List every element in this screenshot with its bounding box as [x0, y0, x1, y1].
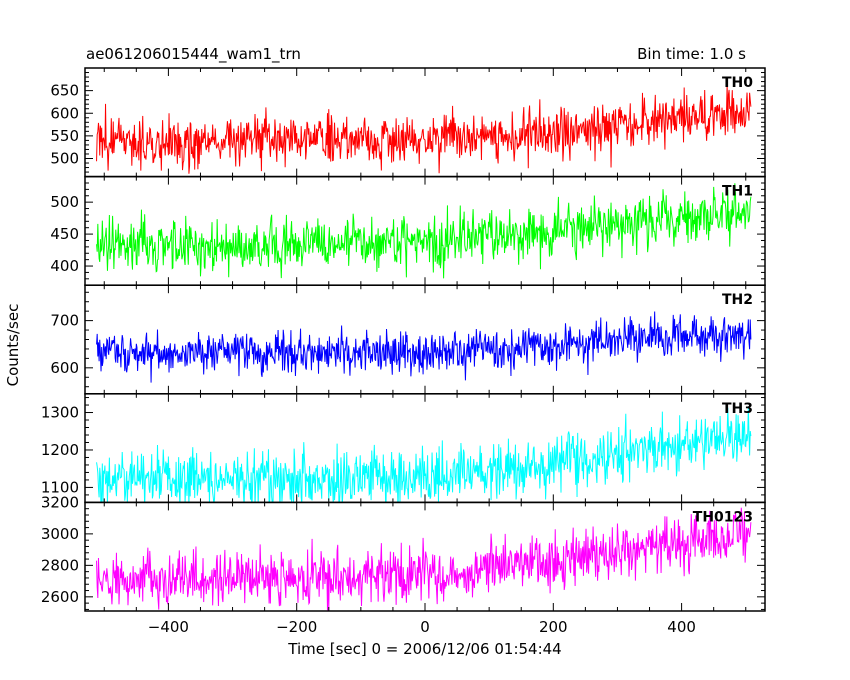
series-label: TH0123	[693, 509, 753, 525]
series-label: TH2	[722, 292, 753, 308]
y-tick-label: 2600	[41, 588, 79, 606]
panel-frame	[84, 67, 766, 178]
series-line-th1	[96, 183, 752, 279]
y-axis-label: Counts/sec	[4, 304, 22, 387]
panel-th1: 400 450 500 TH1	[50, 175, 766, 286]
x-tick-label: 0	[420, 618, 430, 636]
y-tick-label: 500	[50, 193, 79, 211]
y-tick-label: 3200	[41, 493, 79, 511]
series-line-th2	[96, 311, 752, 383]
bin-time-label: Bin time: 1.0 s	[637, 45, 746, 63]
x-axis-label: Time [sec] 0 = 2006/12/06 01:54:44	[287, 640, 561, 658]
series-label: TH0	[722, 75, 753, 91]
series-line-th0	[96, 83, 752, 174]
y-tick-label: 600	[50, 104, 79, 122]
panels-group: 500 550 600 650 TH0 400 450 500 TH1 600 700 TH2 1100…	[41, 67, 766, 636]
panel-th0: 500 550 600 650 TH0	[50, 67, 766, 178]
series-label: TH3	[722, 401, 753, 417]
x-tick-label: 400	[667, 618, 696, 636]
y-tick-label: 500	[50, 150, 79, 168]
y-tick-label: 3000	[41, 525, 79, 543]
y-tick-label: 600	[50, 359, 79, 377]
y-tick-label: 1100	[41, 478, 79, 496]
y-tick-label: 2800	[41, 556, 79, 574]
x-tick-label: 200	[539, 618, 568, 636]
y-tick-label: 650	[50, 82, 79, 100]
y-tick-label: 400	[50, 257, 79, 275]
y-tick-label: 450	[50, 225, 79, 243]
series-label: TH1	[722, 184, 753, 200]
y-tick-label: 1200	[41, 441, 79, 459]
panel-th3: 1100 1200 1300 TH3	[41, 393, 766, 504]
x-tick-label: −400	[148, 618, 189, 636]
series-line-th3	[96, 407, 752, 503]
series-line-th0123	[96, 507, 752, 611]
y-tick-label: 700	[50, 312, 79, 330]
panel-th0123: 2600 2800 3000 3200 TH0123	[41, 493, 766, 612]
y-tick-label: 1300	[41, 404, 79, 422]
chart-title: ae061206015444_wam1_trn	[86, 45, 301, 64]
panel-th2: 600 700 TH2	[50, 284, 766, 395]
y-tick-label: 550	[50, 127, 79, 145]
x-tick-label: −200	[276, 618, 317, 636]
